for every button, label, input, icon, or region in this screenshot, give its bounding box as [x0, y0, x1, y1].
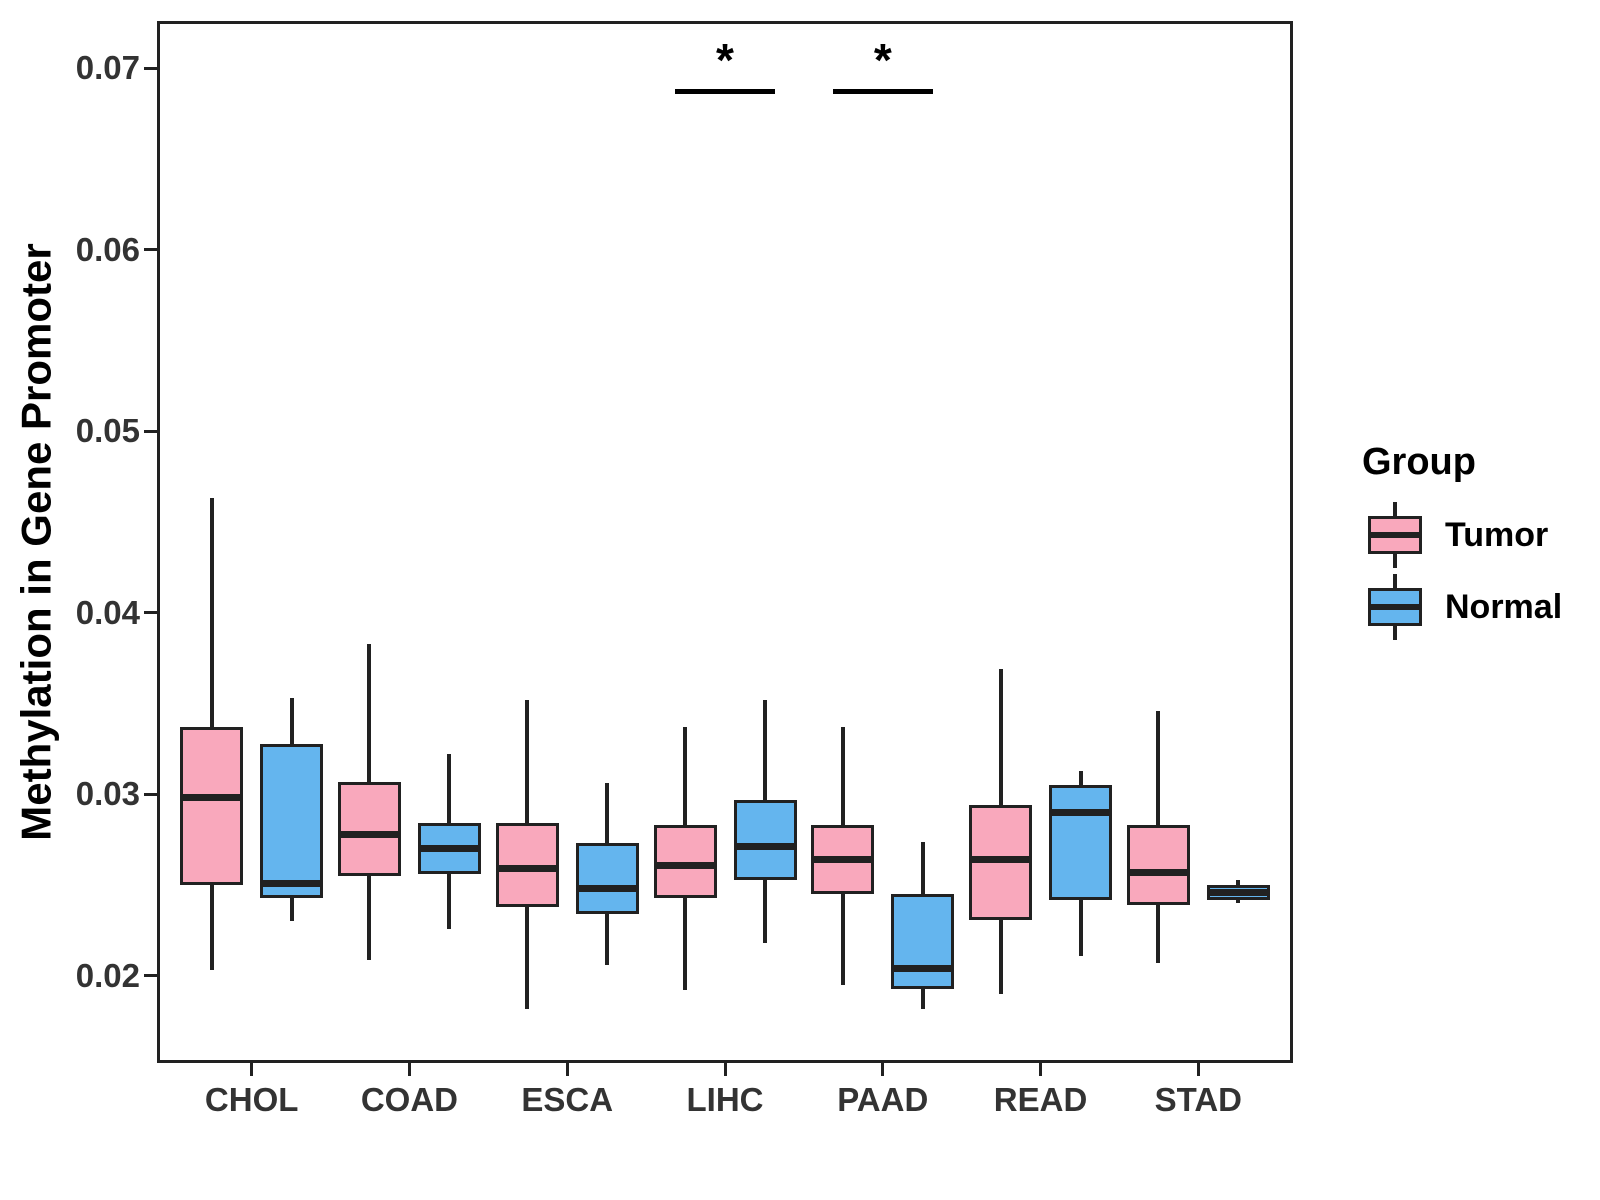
significance-bar-paad	[832, 89, 933, 95]
y-tick-label: 0.04	[75, 593, 140, 631]
box-stad-tumor	[1126, 825, 1190, 906]
median-lihc-tumor	[653, 861, 717, 869]
median-chol-normal	[260, 879, 324, 887]
median-paad-normal	[891, 965, 955, 973]
x-tick-label-read: READ	[993, 1081, 1088, 1118]
legend-label: Normal	[1445, 587, 1563, 626]
boxplot-glyph-part	[1393, 502, 1397, 516]
panel-border	[157, 21, 1293, 1063]
y-tick-label: 0.02	[75, 956, 140, 994]
median-coad-tumor	[337, 830, 401, 838]
box-lihc-normal	[733, 799, 797, 880]
y-tick-mark	[144, 248, 157, 252]
significance-star-lihc: *	[716, 33, 734, 86]
median-coad-normal	[417, 845, 481, 853]
legend-label: Tumor	[1445, 515, 1549, 554]
median-esca-tumor	[495, 865, 559, 873]
boxplot-glyph-icon	[1367, 574, 1423, 640]
legend: Group Tumor Normal	[1340, 438, 1580, 646]
x-tick-mark	[1196, 1063, 1200, 1076]
legend-key-tumor: Tumor	[1367, 502, 1580, 568]
median-read-normal	[1049, 808, 1113, 816]
x-tick-label-chol: CHOL	[204, 1081, 299, 1118]
box-chol-normal	[260, 743, 324, 898]
box-paad-normal	[891, 894, 955, 989]
significance-bar-lihc	[675, 89, 775, 95]
y-tick-mark	[144, 429, 157, 433]
box-coad-tumor	[337, 781, 401, 876]
y-tick-mark	[144, 611, 157, 615]
median-read-tumor	[969, 856, 1033, 864]
box-read-normal	[1049, 785, 1113, 900]
y-tick-label: 0.06	[75, 230, 140, 268]
boxplot-glyph-part	[1393, 554, 1397, 568]
x-tick-mark	[723, 1063, 727, 1076]
x-tick-label-lihc: LIHC	[686, 1081, 764, 1118]
median-chol-tumor	[180, 794, 244, 802]
boxplot-glyph-part	[1393, 574, 1397, 588]
boxplot-glyph-part	[1368, 604, 1422, 610]
x-tick-mark	[881, 1063, 885, 1076]
x-tick-label-paad: PAAD	[837, 1081, 929, 1118]
y-tick-mark	[144, 792, 157, 796]
median-esca-normal	[575, 885, 639, 893]
boxplot-glyph-part	[1393, 626, 1397, 640]
x-tick-label-stad: STAD	[1154, 1081, 1243, 1118]
legend-key-normal: Normal	[1367, 574, 1580, 640]
box-esca-tumor	[495, 823, 559, 907]
y-axis-title: Methylation in Gene Promoter	[8, 21, 66, 1063]
y-tick-label: 0.05	[75, 412, 140, 450]
legend-title: Group	[1362, 441, 1476, 483]
box-chol-tumor	[180, 727, 244, 886]
median-stad-normal	[1206, 888, 1270, 896]
y-tick-label: 0.07	[75, 49, 140, 87]
y-axis-title-text: Methylation in Gene Promoter	[13, 243, 61, 841]
x-tick-label-esca: ESCA	[521, 1081, 614, 1118]
boxplot-glyph-part	[1368, 532, 1422, 538]
boxplot-glyph-icon	[1367, 502, 1423, 568]
median-stad-tumor	[1126, 868, 1190, 876]
median-paad-tumor	[811, 856, 875, 864]
box-lihc-tumor	[653, 825, 717, 898]
y-tick-mark	[144, 66, 157, 70]
median-lihc-normal	[733, 843, 797, 851]
legend-keys: Tumor Normal	[1340, 502, 1580, 640]
x-tick-mark	[1039, 1063, 1043, 1076]
y-tick-label: 0.03	[75, 775, 140, 813]
box-esca-normal	[575, 843, 639, 915]
x-tick-mark	[565, 1063, 569, 1076]
x-tick-label-coad: COAD	[360, 1081, 459, 1118]
y-tick-mark	[144, 974, 157, 978]
x-tick-mark	[250, 1063, 254, 1076]
significance-star-paad: *	[873, 33, 892, 86]
x-tick-mark	[407, 1063, 411, 1076]
